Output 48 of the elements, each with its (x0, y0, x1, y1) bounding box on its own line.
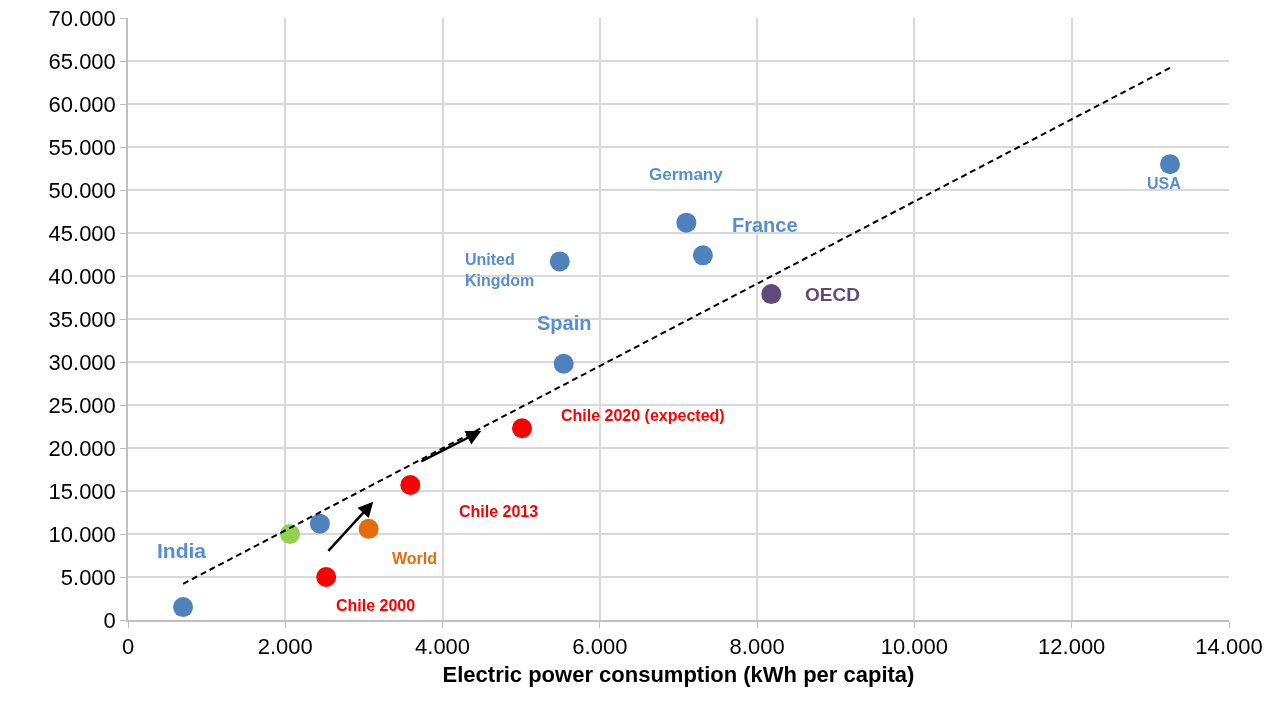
y-tick-label: 10.000 (48, 521, 116, 547)
series-label: World (392, 550, 438, 567)
point (761, 284, 782, 305)
series-label: USA (1147, 175, 1182, 192)
y-tick-label: 35.000 (48, 306, 116, 332)
x-tick-label: 8.000 (729, 634, 785, 660)
x-tick-label: 14.000 (1195, 634, 1263, 660)
x-tick-label: 10.000 (880, 634, 949, 660)
y-tick-label: 20.000 (48, 435, 116, 461)
y-tick-label: 70.000 (48, 5, 116, 31)
point (549, 251, 570, 272)
y-tick-label: 30.000 (48, 349, 116, 375)
series-label: Chile 2000 (336, 597, 416, 614)
point (692, 245, 713, 266)
series-label: France (732, 214, 798, 236)
y-tick-label: 45.000 (48, 220, 116, 246)
point (309, 513, 330, 534)
series-label: Chile 2020 (expected) (561, 407, 725, 424)
series-label: India (157, 539, 207, 562)
y-tick-label: 55.000 (48, 134, 116, 160)
y-tick-label: 15.000 (48, 478, 116, 504)
point (280, 524, 300, 544)
x-axis-title: Electric power consumption (kWh per capita) (442, 661, 915, 687)
x-tick-label: 2.000 (257, 634, 313, 660)
point (676, 212, 697, 233)
point (512, 418, 532, 439)
point (358, 518, 379, 539)
y-tick-label: 65.000 (48, 48, 116, 74)
x-tick-label: 4.000 (415, 634, 471, 660)
y-tick-label: 5.000 (60, 564, 116, 590)
x-tick-label: 6.000 (572, 634, 628, 660)
x-tick-label: 0 (121, 634, 135, 660)
point (173, 597, 194, 618)
series-label: Spain (537, 312, 592, 334)
y-tick-label: 40.000 (48, 263, 116, 289)
series-label: OECD (805, 284, 860, 305)
y-tick-label: 25.000 (48, 392, 116, 418)
point (553, 353, 574, 374)
text: Germany (649, 165, 724, 184)
x-tick-label: 12.000 (1038, 634, 1106, 660)
y-tick-label: 50.000 (48, 177, 116, 203)
y-tick-label: 0 (103, 607, 116, 633)
point (400, 474, 421, 495)
text: Chile 2013 (459, 503, 539, 520)
y-tick-label: 60.000 (48, 91, 116, 117)
series-label: United Kingdom (465, 251, 535, 289)
point (1160, 154, 1181, 175)
point (316, 567, 337, 587)
